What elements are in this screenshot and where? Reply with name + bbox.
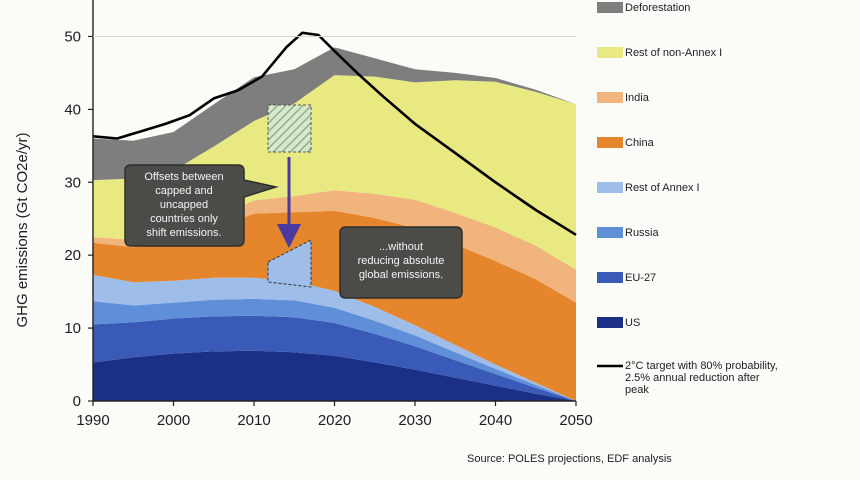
callout-left-text: Offsets between capped and uncapped countri… <box>144 171 223 239</box>
legend-label: Deforestation <box>625 2 690 14</box>
y-tick-label: 10 <box>64 320 81 337</box>
legend-swatch <box>597 47 623 58</box>
legend-label: China <box>625 137 655 149</box>
y-tick-label: 0 <box>73 393 81 410</box>
area-us <box>93 350 576 401</box>
callout-right-box <box>339 226 463 299</box>
offset-hatched-block <box>267 104 312 153</box>
y-tick-label: 30 <box>64 174 81 191</box>
x-tick-label: 2030 <box>398 412 431 429</box>
legend-label: US <box>625 317 640 329</box>
y-tick-label: 40 <box>64 101 81 118</box>
area-russia <box>93 298 576 401</box>
y-tick-label: 20 <box>64 247 81 264</box>
callout-left-box <box>124 164 279 247</box>
x-tick-label: 2020 <box>318 412 351 429</box>
legend-swatch <box>597 92 623 103</box>
area-eu-27 <box>93 315 576 401</box>
target-line <box>92 31 577 236</box>
legend-label: Rest of Annex I <box>625 182 700 194</box>
legend-label: 2°C target with 80% probability, 2.5% ann… <box>625 360 778 396</box>
x-tick-label: 2010 <box>237 412 270 429</box>
legend-swatch <box>597 137 623 148</box>
y-axis-label: GHG emissions (Gt CO2e/yr) <box>14 132 31 327</box>
callout-right-text: ...without reducing absolute global emissi… <box>358 241 445 281</box>
annotations: Offsets between capped and uncapped countri… <box>124 104 463 299</box>
legend-label: EU-27 <box>625 272 656 284</box>
legend-swatch <box>597 272 623 283</box>
legend: Deforestation Rest of non-Annex I India Chi… <box>597 2 778 396</box>
area-rest-of-annex-i <box>93 274 576 401</box>
legend-swatch <box>597 227 623 238</box>
legend-swatch <box>597 317 623 328</box>
legend-label: Rest of non-Annex I <box>625 47 722 59</box>
x-tick-label: 2050 <box>559 412 592 429</box>
x-tick-label: 2000 <box>157 412 190 429</box>
target-line-layer <box>92 31 577 236</box>
legend-swatch <box>597 182 623 193</box>
area-rest-of-non-annex-i <box>93 75 576 270</box>
x-tick-label: 2040 <box>479 412 512 429</box>
legend-label: Russia <box>625 227 660 239</box>
x-tick-label: 1990 <box>76 412 109 429</box>
source-note: Source: POLES projections, EDF analysis <box>467 453 672 465</box>
legend-label: India <box>625 92 650 104</box>
y-tick-label: 50 <box>64 28 81 45</box>
legend-swatch <box>597 2 623 13</box>
